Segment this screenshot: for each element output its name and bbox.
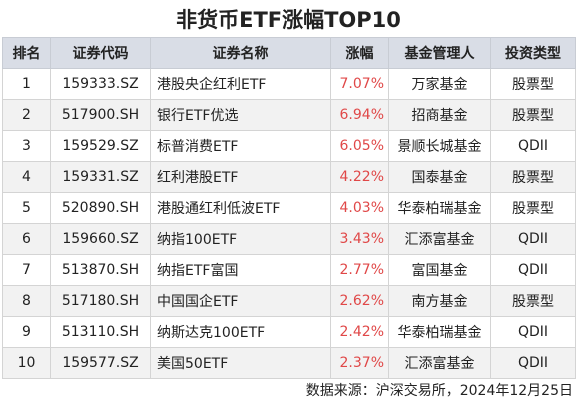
header-cell: 排名 [2, 37, 51, 69]
table-row: 3 159529.SZ 标普消费ETF 6.05% 景顺长城基金 QDII [2, 130, 576, 162]
table-row: 1 159333.SZ 港股央企红利ETF 7.07% 万家基金 股票型 [2, 68, 576, 100]
table-cell: 标普消费ETF [150, 130, 331, 162]
table-cell: 4.03% [330, 192, 389, 224]
table-cell: 富国基金 [388, 254, 491, 286]
table-cell: 7.07% [330, 68, 389, 100]
table-cell: 万家基金 [388, 68, 491, 100]
table-cell: 美国50ETF [150, 347, 331, 379]
table-cell: 汇添富基金 [388, 347, 491, 379]
table-cell: 3 [2, 130, 51, 162]
table-cell: 517900.SH [50, 99, 151, 131]
table-cell: 纳指ETF富国 [150, 254, 331, 286]
header-cell: 证券代码 [50, 37, 151, 69]
table: 排名 证券代码 证券名称 涨幅 基金管理人 投资类型 1 159333.SZ 港股央企红利ET… [2, 37, 576, 379]
table-cell: 159577.SZ [50, 347, 151, 379]
table-cell: 6.94% [330, 99, 389, 131]
table-row: 4 159331.SZ 红利港股ETF 4.22% 国泰基金 股票型 [2, 161, 576, 193]
table-cell: 10 [2, 347, 51, 379]
table-cell: 9 [2, 316, 51, 348]
table-cell: 汇添富基金 [388, 223, 491, 255]
table-cell: 股票型 [490, 192, 576, 224]
header-cell: 证券名称 [150, 37, 331, 69]
table-cell: 2.42% [330, 316, 389, 348]
table-cell: 4.22% [330, 161, 389, 193]
title: 非货币ETF涨幅TOP10 [176, 8, 401, 32]
header-cell: 涨幅 [330, 37, 389, 69]
header-row: 排名 证券代码 证券名称 涨幅 基金管理人 投资类型 [2, 37, 576, 69]
table-cell: 2.77% [330, 254, 389, 286]
table-cell: 华泰柏瑞基金 [388, 316, 491, 348]
table-cell: 股票型 [490, 161, 576, 193]
table-cell: 7 [2, 254, 51, 286]
table-cell: 港股通红利低波ETF [150, 192, 331, 224]
header-cell: 基金管理人 [388, 37, 491, 69]
table-cell: QDII [490, 347, 576, 379]
table-cell: 6.05% [330, 130, 389, 162]
table-row: 2 517900.SH 银行ETF优选 6.94% 招商基金 股票型 [2, 99, 576, 131]
source-note: 数据来源：沪深交易所，2024年12月25日 [305, 383, 573, 399]
table-row: 7 513870.SH 纳指ETF富国 2.77% 富国基金 QDII [2, 254, 576, 286]
table-cell: 招商基金 [388, 99, 491, 131]
table-cell: 纳指100ETF [150, 223, 331, 255]
table-cell: 中国国企ETF [150, 285, 331, 317]
table-cell: 股票型 [490, 68, 576, 100]
table-cell: 纳斯达克100ETF [150, 316, 331, 348]
table-cell: 6 [2, 223, 51, 255]
table-row: 5 520890.SH 港股通红利低波ETF 4.03% 华泰柏瑞基金 股票型 [2, 192, 576, 224]
table-cell: 国泰基金 [388, 161, 491, 193]
table-cell: 南方基金 [388, 285, 491, 317]
table-row: 6 159660.SZ 纳指100ETF 3.43% 汇添富基金 QDII [2, 223, 576, 255]
table-row: 10 159577.SZ 美国50ETF 2.37% 汇添富基金 QDII [2, 347, 576, 379]
table-cell: 2 [2, 99, 51, 131]
table-cell: 520890.SH [50, 192, 151, 224]
table-cell: 513870.SH [50, 254, 151, 286]
table-cell: 股票型 [490, 99, 576, 131]
table-cell: 1 [2, 68, 51, 100]
table-cell: 513110.SH [50, 316, 151, 348]
table-cell: 华泰柏瑞基金 [388, 192, 491, 224]
header-cell: 投资类型 [490, 37, 576, 69]
table-cell: 159331.SZ [50, 161, 151, 193]
table-cell: QDII [490, 316, 576, 348]
table-cell: 2.37% [330, 347, 389, 379]
table-cell: 4 [2, 161, 51, 193]
table-row: 8 517180.SH 中国国企ETF 2.62% 南方基金 股票型 [2, 285, 576, 317]
table-cell: 红利港股ETF [150, 161, 331, 193]
table-cell: 股票型 [490, 285, 576, 317]
table-cell: QDII [490, 254, 576, 286]
table-cell: 159660.SZ [50, 223, 151, 255]
table-cell: 159333.SZ [50, 68, 151, 100]
table-body: 1 159333.SZ 港股央企红利ETF 7.07% 万家基金 股票型 2 517900.S… [2, 68, 576, 379]
table-cell: 港股央企红利ETF [150, 68, 331, 100]
table-cell: 3.43% [330, 223, 389, 255]
table-cell: 2.62% [330, 285, 389, 317]
table-cell: QDII [490, 130, 576, 162]
table-cell: 5 [2, 192, 51, 224]
table-cell: 银行ETF优选 [150, 99, 331, 131]
table-cell: QDII [490, 223, 576, 255]
table-cell: 8 [2, 285, 51, 317]
table-cell: 159529.SZ [50, 130, 151, 162]
table-cell: 517180.SH [50, 285, 151, 317]
table-cell: 景顺长城基金 [388, 130, 491, 162]
table-row: 9 513110.SH 纳斯达克100ETF 2.42% 华泰柏瑞基金 QDII [2, 316, 576, 348]
